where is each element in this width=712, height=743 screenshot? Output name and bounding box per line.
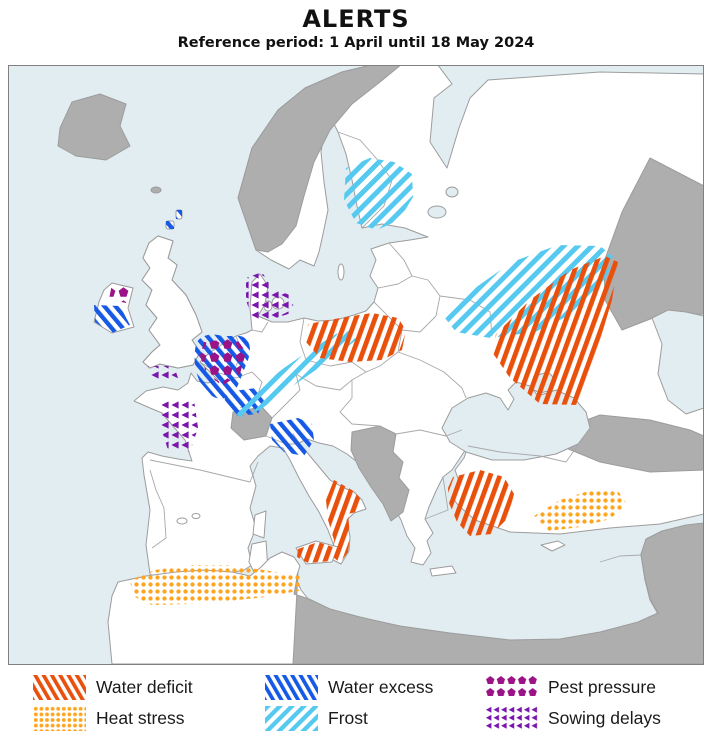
alert-se-turkey-heat-stress (534, 490, 627, 531)
heat-stress-swatch-icon (33, 706, 86, 731)
alert-russia-water-deficit (492, 256, 618, 405)
water-deficit-swatch-icon (33, 675, 86, 700)
alert-shetland-water-excess (176, 210, 182, 219)
legend-item-water-deficit: Water deficit (33, 675, 265, 700)
island-cyprus (540, 540, 566, 552)
page-title: ALERTS (302, 5, 410, 33)
island-minorca (191, 513, 201, 519)
alert-algeria-heat-stress (130, 565, 303, 605)
legend-label: Heat stress (96, 708, 185, 728)
no-data-iceland (57, 93, 131, 161)
alert-northern-ireland-pest-pressure (109, 284, 130, 303)
island-crete (429, 565, 457, 577)
no-data-norway (237, 65, 402, 253)
map-legend: Water deficit Water excess Pest pressure… (0, 666, 712, 743)
no-data-faroe (150, 186, 162, 194)
no-data-caucasus (559, 414, 704, 473)
alert-benelux-pest-pressure (200, 338, 246, 386)
title-block: ALERTS Reference period: 1 April until 1… (0, 0, 712, 51)
legend-label: Water deficit (96, 677, 193, 697)
legend-item-heat-stress: Heat stress (33, 706, 265, 731)
caspian-sea (651, 309, 704, 415)
no-data-libya-egypt-middle-east (292, 522, 704, 665)
legend-label: Frost (328, 708, 368, 728)
alert-north-italy-water-excess (270, 418, 314, 456)
pest-pressure-swatch-icon (485, 675, 538, 700)
legend-label: Sowing delays (548, 708, 661, 728)
europe-alerts-map (8, 65, 704, 665)
legend-label: Pest pressure (548, 677, 656, 697)
legend-item-pest-pressure: Pest pressure (485, 675, 712, 700)
no-data-west-balkans (350, 425, 410, 522)
lake-onega (445, 186, 459, 198)
legend-item-water-excess: Water excess (265, 675, 485, 700)
alert-south-italy-water-deficit (326, 480, 362, 563)
no-data-northeast-corner (603, 157, 704, 331)
alert-poland-water-deficit (306, 313, 406, 362)
alert-brittany-sowing-delays (148, 366, 178, 382)
island-gotland (337, 263, 345, 281)
water-excess-swatch-icon (265, 675, 318, 700)
map-svg (8, 65, 704, 665)
alert-sicily-water-deficit (297, 542, 336, 563)
island-corsica (252, 510, 267, 539)
sowing-delays-swatch-icon (485, 706, 538, 731)
alert-sw-ireland-water-excess (94, 305, 130, 333)
alert-finland-frost (344, 158, 413, 230)
map-frame (8, 65, 704, 665)
island-majorca (176, 517, 188, 525)
reference-period: Reference period: 1 April until 18 May 2… (177, 35, 535, 51)
alert-orkney-water-excess (166, 221, 174, 229)
lake-ladoga (427, 205, 447, 219)
alert-overlays (94, 158, 627, 605)
alert-west-russia-frost (445, 245, 615, 338)
alert-sw-france-sowing-delays (160, 400, 198, 452)
frost-swatch-icon (265, 706, 318, 731)
legend-item-frost: Frost (265, 706, 485, 731)
alert-denmark-sowing-delays (246, 272, 294, 320)
alert-west-turkey-water-deficit (448, 470, 514, 536)
legend-label: Water excess (328, 677, 434, 697)
legend-item-sowing-delays: Sowing delays (485, 706, 712, 731)
